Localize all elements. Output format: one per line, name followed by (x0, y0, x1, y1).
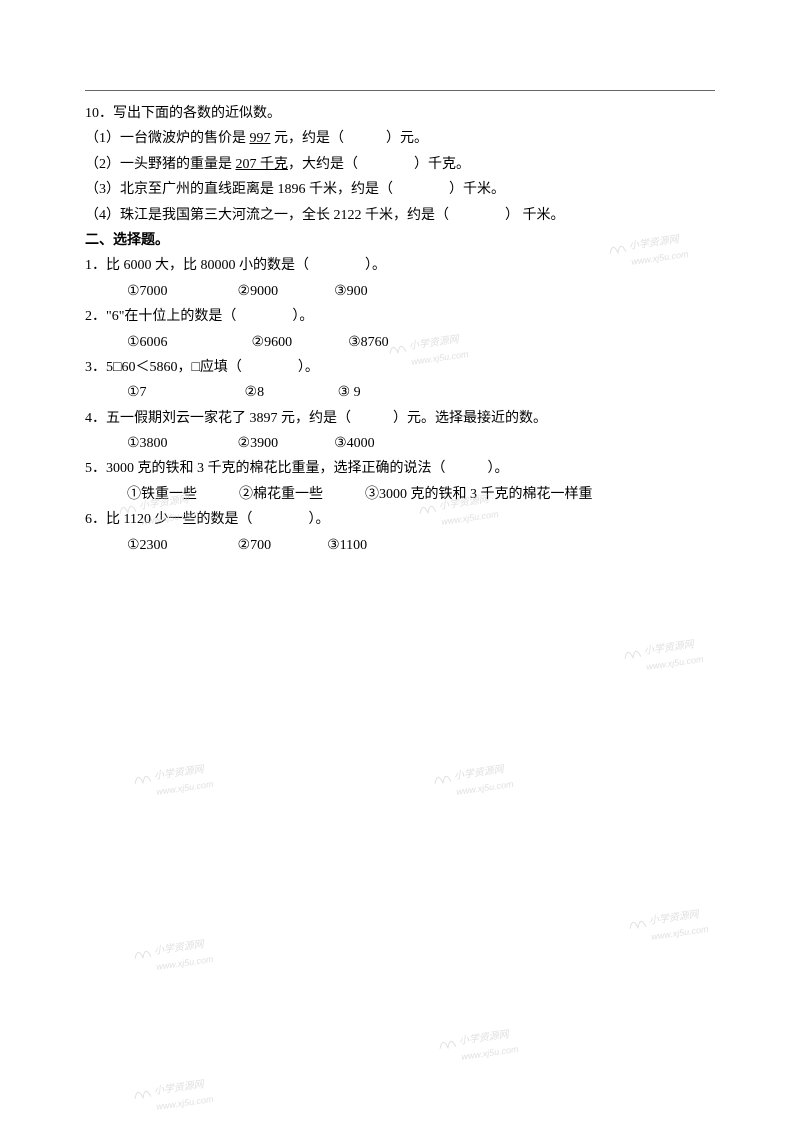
mc3-opts: ①7 ②8 ③ 9 (85, 382, 715, 404)
watermark-text: 小学资源网 (458, 1026, 517, 1050)
header-rule (85, 90, 715, 91)
watermark-url: www.xj5u.com (155, 777, 214, 799)
mc1-opts: ①7000 ②9000 ③900 (85, 281, 715, 303)
watermark: 小学资源网 www.xj5u.com (453, 761, 514, 799)
watermark-url: www.xj5u.com (455, 777, 514, 799)
q10-sub2: （2）一头野猪的重量是 207 千克，大约是（ ）千克。 (85, 154, 715, 176)
watermark-url: www.xj5u.com (155, 1092, 214, 1114)
watermark-text: 小学资源网 (153, 761, 212, 785)
watermark: 小学资源网 www.xj5u.com (153, 761, 214, 799)
watermark: 小学资源网 www.xj5u.com (153, 1076, 214, 1114)
q10-sub1: （1）一台微波炉的售价是 997 元，约是（ ）元。 (85, 128, 715, 150)
watermark-text: 小学资源网 (153, 936, 212, 960)
q10-sub1-a: （1）一台微波炉的售价是 (85, 131, 250, 146)
q10-sub2-a: （2）一头野猪的重量是 (85, 157, 236, 172)
watermark: 小学资源网 www.xj5u.com (643, 636, 704, 674)
q10-sub2-u: 207 千克 (236, 157, 289, 172)
watermark-url: www.xj5u.com (155, 952, 214, 974)
watermark-text: 小学资源网 (153, 1076, 212, 1100)
q10-sub1-u: 997 (250, 131, 271, 146)
watermark-url: www.xj5u.com (650, 922, 709, 944)
mc1-q: 1．比 6000 大，比 80000 小的数是（ ）。 (85, 255, 715, 277)
watermark-url: www.xj5u.com (460, 1042, 519, 1064)
section2-header: 二、选择题。 (85, 230, 715, 252)
watermark-text: 小学资源网 (453, 761, 512, 785)
watermark-text: 小学资源网 (648, 906, 707, 930)
mc5-opts: ①铁重一些 ②棉花重一些 ③3000 克的铁和 3 千克的棉花一样重 (85, 484, 715, 506)
q10-sub2-b: ，大约是（ ）千克。 (288, 157, 470, 172)
mc5-q: 5．3000 克的铁和 3 千克的棉花比重量，选择正确的说法（ ）。 (85, 458, 715, 480)
q10-title: 10．写出下面的各数的近似数。 (85, 103, 715, 125)
mc4-q: 4．五一假期刘云一家花了 3897 元，约是（ ）元。选择最接近的数。 (85, 408, 715, 430)
mc2-opts: ①6006 ②9600 ③8760 (85, 332, 715, 354)
watermark-url: www.xj5u.com (645, 652, 704, 674)
mc2-q: 2．"6"在十位上的数是（ ）。 (85, 306, 715, 328)
mc3-q: 3．5□60＜5860，□应填（ ）。 (85, 357, 715, 379)
watermark: 小学资源网 www.xj5u.com (458, 1026, 519, 1064)
q10-sub1-b: 元，约是（ ）元。 (271, 131, 429, 146)
watermark-text: 小学资源网 (643, 636, 702, 660)
q10-sub3: （3）北京至广州的直线距离是 1896 千米，约是（ ）千米。 (85, 179, 715, 201)
watermark: 小学资源网 www.xj5u.com (153, 936, 214, 974)
mc4-opts: ①3800 ②3900 ③4000 (85, 433, 715, 455)
mc6-q: 6．比 1120 少一些的数是（ ）。 (85, 509, 715, 531)
q10-sub4: （4）珠江是我国第三大河流之一，全长 2122 千米，约是（ ） 千米。 (85, 205, 715, 227)
mc6-opts: ①2300 ②700 ③1100 (85, 535, 715, 557)
watermark: 小学资源网 www.xj5u.com (648, 906, 709, 944)
